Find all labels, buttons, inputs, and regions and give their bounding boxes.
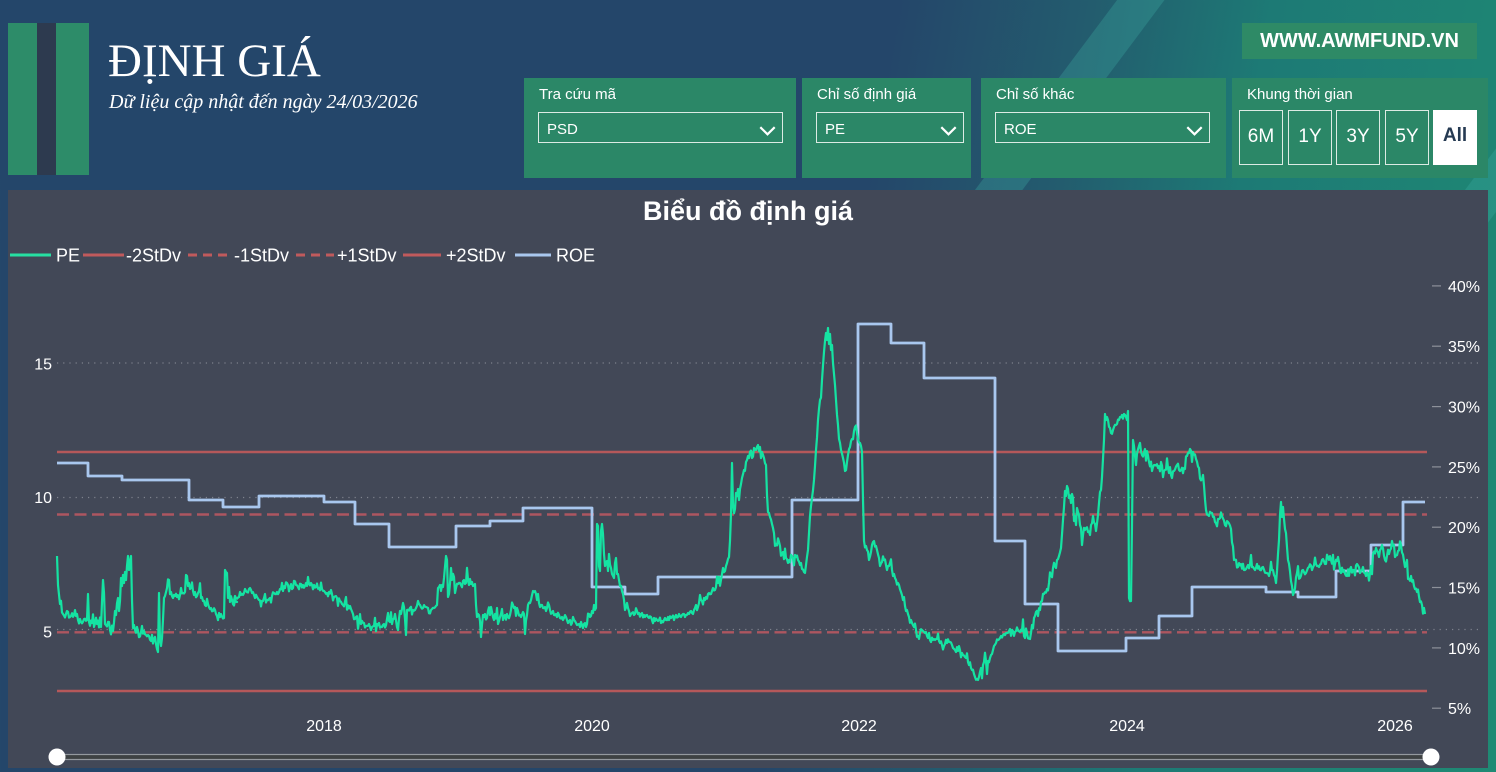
svg-text:PE: PE [56,246,80,266]
svg-text:15%: 15% [1448,580,1480,597]
svg-text:ROE: ROE [556,246,595,266]
svg-text:2026: 2026 [1377,718,1413,735]
svg-text:-2StDv: -2StDv [126,246,181,266]
svg-text:2024: 2024 [1109,718,1145,735]
svg-text:35%: 35% [1448,339,1480,356]
svg-text:25%: 25% [1448,460,1480,477]
svg-text:5: 5 [43,625,52,642]
svg-text:2022: 2022 [841,718,877,735]
svg-text:+2StDv: +2StDv [446,246,506,266]
svg-text:30%: 30% [1448,399,1480,416]
svg-text:2020: 2020 [574,718,610,735]
svg-text:40%: 40% [1448,279,1480,296]
svg-text:5%: 5% [1448,701,1471,718]
svg-text:10%: 10% [1448,641,1480,658]
svg-text:15: 15 [34,356,52,373]
svg-text:20%: 20% [1448,520,1480,537]
svg-text:+1StDv: +1StDv [337,246,397,266]
svg-text:2018: 2018 [306,718,342,735]
svg-text:-1StDv: -1StDv [234,246,289,266]
svg-text:10: 10 [34,490,52,507]
